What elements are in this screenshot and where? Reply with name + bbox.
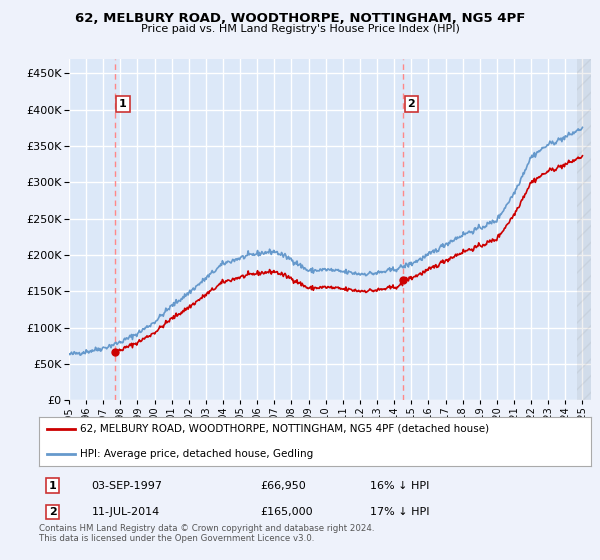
Text: £66,950: £66,950 [260, 480, 305, 491]
Text: 03-SEP-1997: 03-SEP-1997 [91, 480, 163, 491]
Text: £165,000: £165,000 [260, 507, 313, 517]
Text: 17% ↓ HPI: 17% ↓ HPI [370, 507, 430, 517]
Text: HPI: Average price, detached house, Gedling: HPI: Average price, detached house, Gedl… [80, 449, 314, 459]
Text: 16% ↓ HPI: 16% ↓ HPI [370, 480, 430, 491]
Text: 62, MELBURY ROAD, WOODTHORPE, NOTTINGHAM, NG5 4PF (detached house): 62, MELBURY ROAD, WOODTHORPE, NOTTINGHAM… [80, 424, 490, 434]
Text: 2: 2 [407, 99, 415, 109]
Text: 62, MELBURY ROAD, WOODTHORPE, NOTTINGHAM, NG5 4PF: 62, MELBURY ROAD, WOODTHORPE, NOTTINGHAM… [75, 12, 525, 25]
Text: Contains HM Land Registry data © Crown copyright and database right 2024.
This d: Contains HM Land Registry data © Crown c… [39, 524, 374, 543]
Text: 11-JUL-2014: 11-JUL-2014 [91, 507, 160, 517]
Text: Price paid vs. HM Land Registry's House Price Index (HPI): Price paid vs. HM Land Registry's House … [140, 24, 460, 34]
Text: 1: 1 [119, 99, 127, 109]
Text: 1: 1 [49, 480, 56, 491]
Text: 2: 2 [49, 507, 56, 517]
